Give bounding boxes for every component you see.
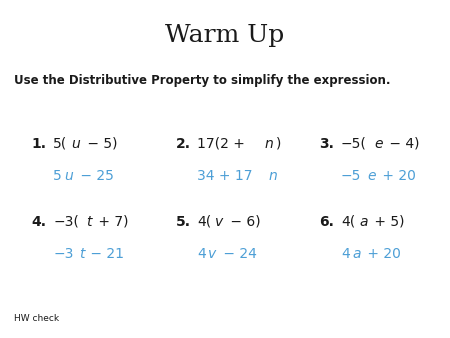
Text: 4.: 4. [32, 215, 46, 228]
Text: n: n [269, 169, 278, 183]
Text: a: a [360, 215, 368, 228]
Text: 2.: 2. [176, 137, 190, 151]
Text: n: n [265, 137, 273, 151]
Text: 3.: 3. [320, 137, 334, 151]
Text: 5.: 5. [176, 215, 190, 228]
Text: Use the Distributive Property to simplify the expression.: Use the Distributive Property to simplif… [14, 74, 390, 87]
Text: + 7): + 7) [94, 215, 128, 228]
Text: HW check: HW check [14, 314, 58, 323]
Text: −5: −5 [341, 169, 361, 183]
Text: − 25: − 25 [76, 169, 113, 183]
Text: 5: 5 [53, 169, 62, 183]
Text: v: v [208, 247, 216, 261]
Text: − 24: − 24 [219, 247, 257, 261]
Text: + 20: + 20 [378, 169, 416, 183]
Text: −5(: −5( [341, 137, 367, 151]
Text: 34 + 17: 34 + 17 [197, 169, 252, 183]
Text: + 20: + 20 [363, 247, 401, 261]
Text: u: u [64, 169, 73, 183]
Text: − 6): − 6) [226, 215, 261, 228]
Text: − 4): − 4) [385, 137, 420, 151]
Text: − 21: − 21 [86, 247, 125, 261]
Text: − 5): − 5) [83, 137, 117, 151]
Text: ): ) [276, 137, 281, 151]
Text: v: v [216, 215, 224, 228]
Text: 6.: 6. [320, 215, 334, 228]
Text: 5(: 5( [53, 137, 68, 151]
Text: e: e [367, 169, 376, 183]
Text: 4: 4 [197, 247, 206, 261]
Text: t: t [86, 215, 92, 228]
Text: e: e [374, 137, 383, 151]
Text: a: a [352, 247, 361, 261]
Text: u: u [72, 137, 80, 151]
Text: 4: 4 [341, 247, 350, 261]
Text: 1.: 1. [32, 137, 46, 151]
Text: 17(2 +: 17(2 + [197, 137, 249, 151]
Text: 4(: 4( [197, 215, 211, 228]
Text: 4(: 4( [341, 215, 355, 228]
Text: −3(: −3( [53, 215, 79, 228]
Text: + 5): + 5) [370, 215, 405, 228]
Text: −3: −3 [53, 247, 73, 261]
Text: Warm Up: Warm Up [166, 24, 284, 47]
Text: t: t [79, 247, 85, 261]
